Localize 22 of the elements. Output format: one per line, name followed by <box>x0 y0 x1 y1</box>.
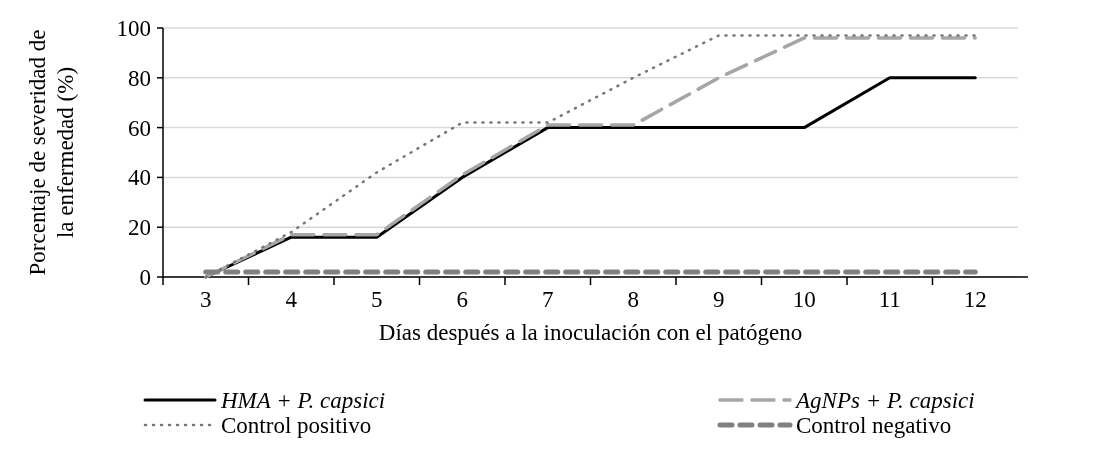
y-tick-label: 60 <box>128 115 151 141</box>
x-tick-label: 4 <box>285 287 298 312</box>
y-tick-label: 20 <box>128 215 151 241</box>
x-tick-label: 10 <box>792 287 816 312</box>
x-tick-label: 12 <box>963 287 987 312</box>
x-tick-label: 5 <box>371 287 383 312</box>
y-axis-title: Porcentaje de severidad de la enfermedad (%) <box>25 29 78 276</box>
y-tick-label: 40 <box>128 165 151 191</box>
x-tick-label: 7 <box>542 287 554 312</box>
x-tick-label: 9 <box>713 287 725 312</box>
x-tick-label: 3 <box>200 287 212 312</box>
legend-label: Control negativo <box>796 413 952 439</box>
legend-label: Control positivo <box>221 413 372 439</box>
legend-label: HMA + P. capsici <box>220 388 386 414</box>
x-tick-label: 11 <box>878 287 901 312</box>
legend-label: AgNPs + P. capsici <box>794 388 975 414</box>
y-tick-label: 80 <box>128 65 151 91</box>
x-tick-label: 8 <box>627 287 639 312</box>
x-tick-label: 6 <box>456 287 468 312</box>
y-tick-label: 100 <box>116 16 151 42</box>
y-tick-label: 0 <box>139 265 151 291</box>
x-axis-title: Días después a la inoculación con el patógeno <box>378 320 803 345</box>
